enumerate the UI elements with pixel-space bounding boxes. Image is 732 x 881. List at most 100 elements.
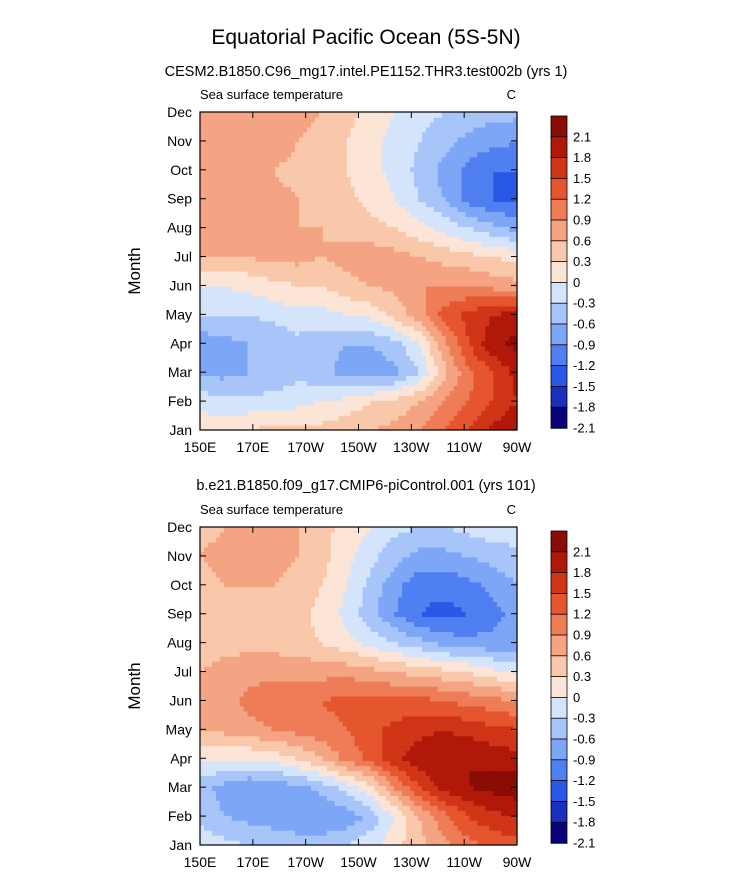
- heatmap-cell: [235, 236, 241, 242]
- heatmap-cell: [366, 176, 371, 183]
- heatmap-cell: [231, 246, 237, 252]
- heatmap-cell: [291, 131, 296, 138]
- heatmap-cell: [223, 156, 229, 163]
- heatmap-cell: [513, 126, 518, 133]
- heatmap-cell: [469, 410, 475, 416]
- heatmap-cell: [489, 360, 494, 367]
- heatmap-cell: [239, 196, 245, 203]
- heatmap-cell: [243, 330, 249, 337]
- heatmap-cell: [421, 156, 427, 163]
- heatmap-cell: [386, 415, 391, 421]
- heatmap-cell: [433, 156, 439, 163]
- heatmap-cell: [378, 310, 383, 317]
- heatmap-cell: [394, 161, 399, 168]
- heatmap-cell: [346, 176, 352, 183]
- heatmap-cell: [477, 211, 482, 217]
- heatmap-cell: [330, 221, 336, 227]
- heatmap-cell: [259, 385, 264, 391]
- heatmap-cell: [489, 420, 494, 426]
- heatmap-cell: [342, 196, 348, 203]
- heatmap-cell: [219, 226, 225, 232]
- heatmap-cell: [501, 400, 506, 406]
- heatmap-cell: [417, 141, 423, 148]
- heatmap-cell: [275, 256, 280, 262]
- heatmap-cell: [370, 295, 375, 302]
- heatmap-cell: [374, 345, 379, 352]
- heatmap-cell: [247, 236, 253, 242]
- heatmap-cell: [287, 410, 292, 416]
- heatmap-cell: [394, 126, 399, 133]
- heatmap-cell: [433, 320, 439, 327]
- heatmap-cell: [267, 236, 272, 242]
- heatmap-cell: [481, 290, 486, 297]
- heatmap-cell: [330, 156, 336, 163]
- heatmap-cell: [402, 290, 407, 297]
- heatmap-cell: [398, 181, 403, 188]
- heatmap-cell: [433, 355, 439, 362]
- heatmap-cell: [303, 261, 308, 267]
- heatmap-cell: [251, 261, 257, 267]
- heatmap-cell: [437, 290, 443, 297]
- heatmap-cell: [465, 420, 471, 426]
- heatmap-cell: [453, 161, 459, 168]
- heatmap-cell: [291, 325, 296, 332]
- heatmap-cell: [390, 201, 395, 208]
- heatmap-cell: [441, 295, 447, 302]
- heatmap-cell: [406, 126, 411, 133]
- heatmap-cell: [402, 151, 407, 158]
- heatmap-cell: [374, 290, 379, 297]
- heatmap-cell: [497, 166, 502, 173]
- heatmap-cell: [390, 141, 395, 148]
- heatmap-cell: [243, 420, 249, 426]
- heatmap-cell: [200, 146, 205, 153]
- heatmap-cell: [255, 315, 261, 322]
- heatmap-cell: [223, 206, 229, 212]
- heatmap-cell: [275, 166, 280, 173]
- heatmap-cell: [267, 345, 272, 352]
- heatmap-cell: [299, 236, 304, 242]
- heatmap-cell: [390, 355, 395, 362]
- heatmap-cell: [271, 146, 276, 153]
- heatmap-cell: [287, 261, 292, 267]
- heatmap-cell: [481, 320, 486, 327]
- heatmap-cell: [326, 176, 332, 183]
- heatmap-cell: [227, 161, 233, 168]
- heatmap-cell: [485, 166, 490, 173]
- heatmap-cell: [346, 231, 352, 237]
- heatmap-cell: [295, 261, 300, 267]
- heatmap-cell: [354, 280, 360, 287]
- heatmap-cell: [421, 415, 427, 421]
- heatmap-cell: [370, 206, 375, 212]
- heatmap-cell: [481, 121, 486, 128]
- heatmap-cell: [287, 315, 292, 322]
- heatmap-cell: [358, 415, 364, 421]
- heatmap-cell: [425, 355, 431, 362]
- heatmap-cell: [271, 285, 276, 292]
- heatmap-cell: [489, 236, 494, 242]
- heatmap-cell: [346, 410, 352, 416]
- heatmap-cell: [263, 375, 268, 381]
- heatmap-cell: [338, 181, 344, 188]
- heatmap-cell: [295, 186, 300, 193]
- heatmap-cell: [425, 350, 431, 357]
- heatmap-cell: [441, 251, 447, 257]
- heatmap-cell: [255, 375, 261, 381]
- heatmap-cell: [406, 151, 411, 158]
- heatmap-cell: [243, 385, 249, 391]
- heatmap-cell: [326, 136, 332, 143]
- heatmap-cell: [473, 211, 478, 217]
- heatmap-cell: [259, 211, 264, 217]
- heatmap-cell: [299, 271, 304, 277]
- heatmap-cell: [243, 271, 249, 277]
- heatmap-cell: [429, 335, 435, 342]
- heatmap-cell: [461, 216, 467, 222]
- heatmap-cell: [461, 256, 467, 262]
- heatmap-cell: [421, 355, 427, 362]
- heatmap-cell: [378, 221, 383, 227]
- heatmap-cell: [370, 355, 375, 362]
- heatmap-cell: [441, 315, 447, 322]
- heatmap-cell: [410, 410, 415, 416]
- heatmap-cell: [295, 320, 300, 327]
- heatmap-cell: [346, 315, 352, 322]
- heatmap-cell: [203, 121, 209, 128]
